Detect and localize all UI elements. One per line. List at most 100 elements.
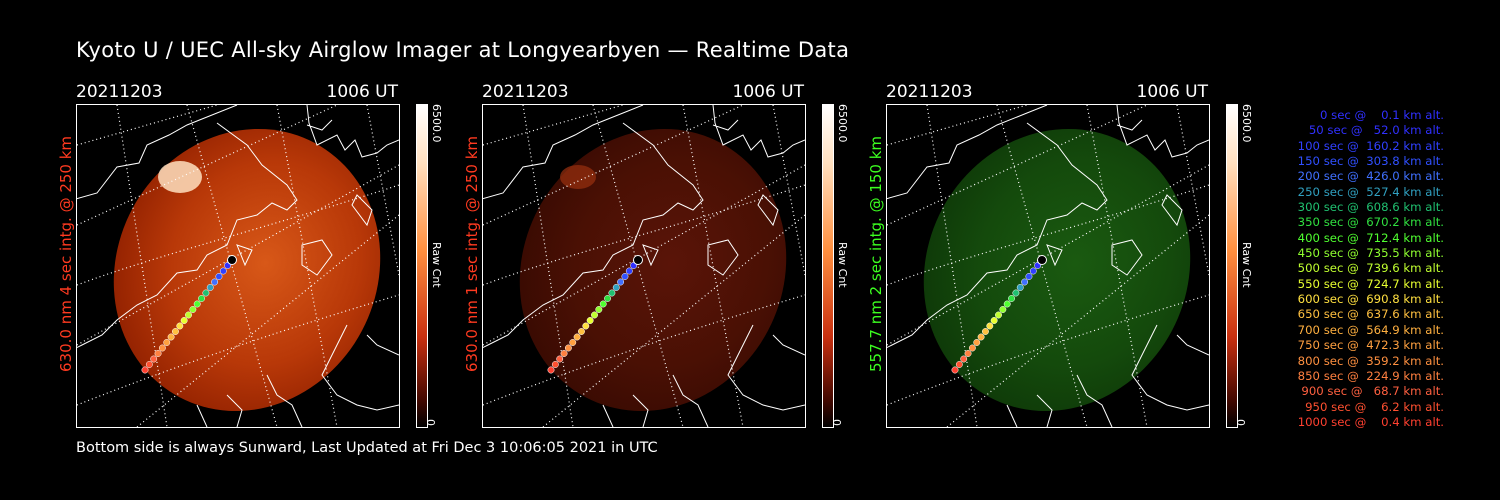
trajectory-point [608, 289, 616, 297]
grid-line [1176, 105, 1209, 276]
trajectory-point [189, 306, 197, 313]
grid-line [772, 105, 805, 276]
trajectory-point [1012, 289, 1020, 297]
trajectory-point [556, 355, 564, 363]
trajectory-point [977, 333, 985, 341]
trajectory-point [185, 311, 192, 319]
legend-row: 300 sec @ 608.6 km alt. [1293, 200, 1444, 215]
legend-row: 500 sec @ 739.6 km alt. [1293, 261, 1444, 276]
grid-line [136, 214, 399, 427]
colorbar [416, 104, 428, 428]
trajectory-point [176, 322, 184, 330]
trajectory-point [547, 366, 555, 374]
trajectory-point [551, 361, 559, 368]
panel-time: 1006 UT [1136, 82, 1209, 102]
trajectory-point [564, 344, 572, 352]
trajectory-point [198, 295, 206, 302]
coastline [77, 105, 399, 427]
trajectory-point [612, 284, 620, 291]
colorbar-unit-label: Raw Cnt [836, 242, 849, 288]
trajectory-point [573, 333, 581, 341]
trajectory-point [219, 267, 227, 275]
trajectory-point [560, 350, 568, 357]
trajectory-point [955, 361, 963, 368]
grid-line [276, 105, 338, 427]
legend-row: 950 sec @ 6.2 km alt. [1301, 399, 1444, 414]
trajectory-point [595, 306, 603, 313]
grid-line [77, 184, 399, 286]
legend-row: 350 sec @ 670.2 km alt. [1293, 215, 1444, 230]
station-marker [227, 255, 237, 265]
trajectory-point [1008, 295, 1016, 302]
trajectory-point [150, 355, 158, 363]
trajectory-point [167, 333, 175, 341]
legend-row: 650 sec @ 637.6 km alt. [1293, 307, 1444, 322]
trajectory-point [1016, 284, 1024, 291]
legend-row: 0 sec @ 0.1 km alt. [1308, 108, 1444, 122]
trajectory-point [145, 361, 153, 368]
airglow-emission [519, 128, 787, 412]
trajectory-point [206, 284, 214, 291]
grid-line [483, 184, 805, 286]
trajectory-point [193, 300, 201, 308]
trajectory-point [986, 322, 994, 330]
legend-row: 400 sec @ 712.4 km alt. [1293, 230, 1444, 245]
trajectory-point [158, 344, 166, 352]
trajectory-point [582, 322, 590, 330]
colorbar-min-label: 0 [424, 419, 437, 426]
airglow-emission [113, 128, 381, 412]
legend-row: 750 sec @ 472.3 km alt. [1293, 338, 1444, 353]
legend-row: 150 sec @ 303.8 km alt. [1293, 154, 1444, 169]
allsky-image-1[interactable] [76, 104, 400, 428]
bright-patch [560, 165, 596, 189]
grid-line [366, 105, 399, 276]
trajectory-point [569, 339, 577, 346]
grid-line [542, 214, 805, 427]
colorbar-max-label: 6500.0 [836, 104, 849, 143]
trajectory-point [154, 350, 162, 357]
allsky-image-3[interactable] [886, 104, 1210, 428]
legend-row: 1000 sec @ 0.4 km alt. [1297, 414, 1444, 429]
legend-row: 600 sec @ 690.8 km alt. [1293, 292, 1444, 307]
colorbar-unit-label: Raw Cnt [430, 242, 443, 288]
colorbar [822, 104, 834, 428]
trajectory-point [995, 311, 1002, 319]
panel-wavelength-label: 557.7 nm 2 sec intg. @ 150 km [867, 135, 885, 372]
colorbar-max-label: 6500.0 [1240, 104, 1253, 143]
legend-row: 450 sec @ 735.5 km alt. [1293, 246, 1444, 261]
trajectory-point [982, 328, 989, 335]
page-title: Kyoto U / UEC All-sky Airglow Imager at … [76, 38, 850, 62]
panel-date: 20211203 [76, 82, 163, 102]
grid-line [946, 214, 1209, 427]
trajectory-point [180, 317, 188, 324]
trajectory-point [578, 328, 585, 335]
trajectory-point [599, 300, 607, 308]
trajectory-point [141, 366, 149, 374]
grid-line [887, 164, 1209, 346]
grid-line [483, 105, 624, 146]
footer-status: Bottom side is always Sunward, Last Upda… [76, 440, 658, 456]
trajectory-point [617, 278, 625, 286]
panel-wavelength-label: 630.0 nm 1 sec intg. @ 250 km [463, 135, 481, 372]
legend-row: 250 sec @ 527.4 km alt. [1293, 184, 1444, 199]
trajectory-point [604, 295, 612, 302]
legend-row: 850 sec @ 224.9 km alt. [1293, 368, 1444, 383]
trajectory-point [163, 339, 171, 346]
colorbar-min-label: 0 [830, 419, 843, 426]
bright-patch [158, 161, 202, 193]
trajectory-point [1029, 267, 1037, 275]
allsky-image-2[interactable] [482, 104, 806, 428]
trajectory-point [1021, 278, 1029, 286]
trajectory-point [1003, 300, 1011, 308]
legend-row: 50 sec @ 52.0 km alt. [1301, 123, 1444, 138]
legend-row: 800 sec @ 359.2 km alt. [1293, 353, 1444, 368]
grid-line [77, 164, 399, 346]
trajectory-point [621, 273, 629, 280]
trajectory-point [172, 328, 179, 335]
trajectory-point [586, 317, 594, 324]
grid-line [887, 184, 1209, 286]
trajectory-legend: 0 sec @ 0.1 km alt. 50 sec @ 52.0 km alt… [1294, 108, 1444, 430]
legend-row: 100 sec @ 160.2 km alt. [1293, 138, 1444, 153]
panel-time: 1006 UT [732, 82, 805, 102]
trajectory-point [990, 317, 998, 324]
